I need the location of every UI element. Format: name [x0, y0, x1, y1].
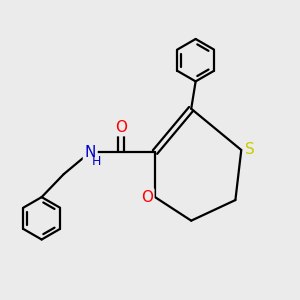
Text: N: N — [85, 145, 96, 160]
Text: O: O — [115, 119, 127, 134]
Text: S: S — [244, 142, 254, 158]
Text: H: H — [92, 155, 101, 168]
Text: O: O — [141, 190, 153, 205]
